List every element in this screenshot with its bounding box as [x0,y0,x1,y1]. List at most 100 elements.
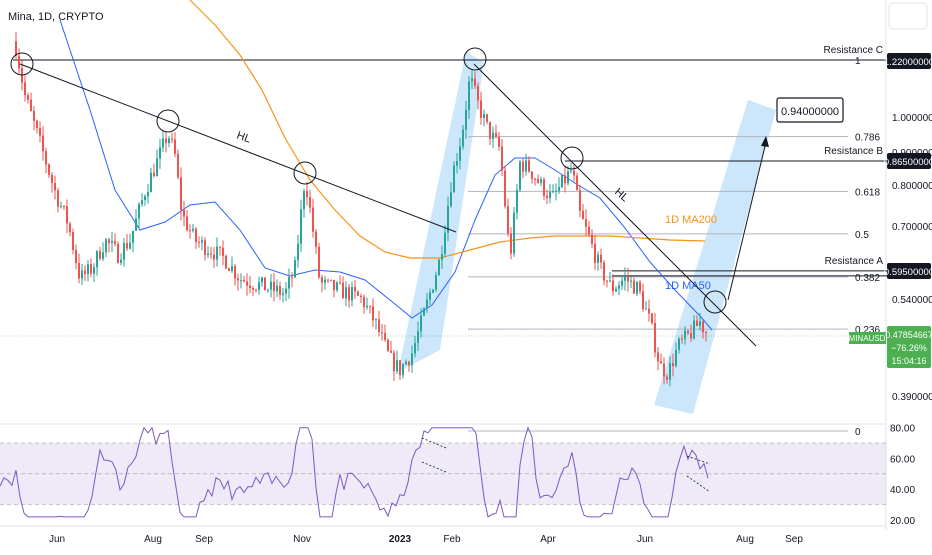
price-tick: 0.54000000 [892,295,932,306]
candle-body [144,196,146,201]
candle-body [525,160,527,172]
candle-body [528,160,530,172]
price-tick: 0.70000000 [892,222,932,233]
candle-body [225,255,227,269]
projection-arrow [727,141,767,301]
candle-body [114,241,116,244]
candle-body [480,100,482,118]
pivot-circle-1 [10,52,34,76]
candle-body [24,82,26,96]
candle-body [189,230,191,232]
candle-body [663,363,665,377]
candle-body [435,275,437,290]
candle-body [153,172,155,177]
candle-body [414,342,416,354]
candle-body [342,282,344,299]
candle-body [612,280,614,292]
candle-body [180,177,182,210]
symbol-tag-label: MINAUSD [849,334,886,343]
candle-body [504,170,506,207]
candle-body [450,192,452,206]
candle-body [618,285,620,289]
time-label: Sep [195,534,213,545]
hl-trendline-left [19,63,457,233]
candle-body [672,363,674,366]
candle-body [633,280,635,294]
candle-body [378,319,380,333]
candle-body [573,170,575,176]
fib-label-0.618: 0.618 [855,187,880,198]
candle-body [543,179,545,196]
candle-body [549,192,551,199]
candle-body [555,190,557,192]
candle-body [471,78,473,82]
rsi-line [0,426,709,518]
candle-body [489,122,491,139]
candle-body [204,240,206,255]
candle-body [675,349,677,366]
candle-body [582,210,584,220]
projection-arrowhead [761,136,769,147]
rsi-tick: 40.00 [890,485,915,496]
candle-body [150,172,152,192]
candle-body [570,170,572,172]
candle-body [477,85,479,101]
candle-body [345,287,347,299]
candle-body [390,350,392,353]
candle-body [627,276,629,282]
fib-label-0.382: 0.382 [855,273,880,284]
time-label: Jun [637,534,653,545]
ma200-label: 1D MA200 [665,214,717,226]
rsi-div-2b [686,475,711,493]
candle-body [552,191,554,193]
candle-body [621,280,623,286]
candle-body [402,364,404,376]
axis-settings-button[interactable] [888,2,928,30]
time-label: Jun [49,534,65,545]
candle-body [339,282,341,284]
candle-body [249,285,251,289]
candle-body [81,270,83,279]
candle-body [486,114,488,123]
candle-body [513,212,515,254]
candle-body [417,331,419,343]
resistance_a-label: Resistance A [825,256,884,267]
candle-body [444,232,446,255]
candle-body [234,266,236,279]
candle-body [546,195,548,199]
candle-body [219,246,221,248]
candle-body [264,277,266,291]
rsi-div-2a [686,455,711,465]
candle-body [669,363,671,380]
candle-body [231,266,233,272]
candle-body [642,291,644,309]
candle-body [243,280,245,282]
rsi-div-1b [421,461,447,473]
candle-body [270,281,272,290]
candle-body [519,161,521,190]
candle-body [66,206,68,224]
candle-body [273,281,275,292]
candle-body [660,361,662,364]
rsi-tick: 80.00 [890,424,915,435]
target-callout-label: 0.94000000 [781,106,839,118]
candle-body [282,293,284,295]
candle-body [69,223,71,233]
candle-body [594,243,596,263]
candle-body [201,240,203,243]
candle-body [45,151,47,165]
rsi-tick: 20.00 [890,516,915,527]
candle-body [405,361,407,365]
candle-body [624,276,626,281]
candle-body [645,308,647,310]
candle-body [93,267,95,274]
pivot-circle-6 [703,290,727,314]
candle-body [186,216,188,231]
candle-body [438,259,440,276]
hl-trendline-right [473,63,757,347]
candle-body [501,146,503,171]
candle-body [492,132,494,139]
candle-body [222,247,224,256]
